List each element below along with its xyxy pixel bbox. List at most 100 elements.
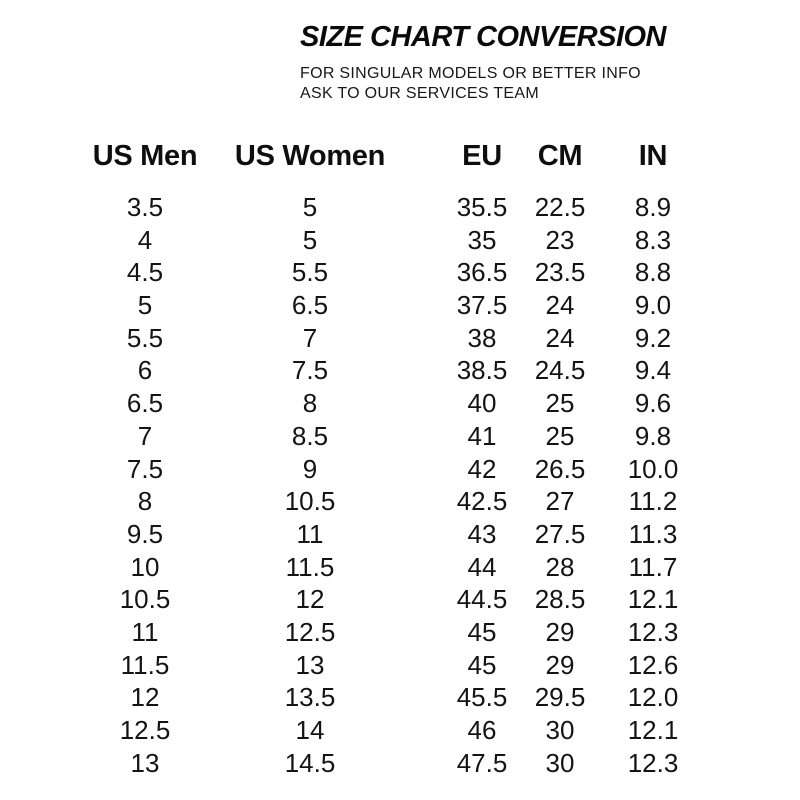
table-cell: 12.3 <box>627 616 679 647</box>
table-cell: 3.5 <box>126 192 164 222</box>
table-cell: 42.5 <box>456 486 508 517</box>
table-cell: 23 <box>545 224 575 255</box>
table-cell: 37.5 <box>456 290 508 321</box>
table-cell: 9.6 <box>634 388 672 419</box>
table-cell: 9.8 <box>634 420 672 451</box>
table-cell: 35.5 <box>456 192 508 222</box>
subtitle-line-1: FOR SINGULAR MODELS OR BETTER INFO <box>300 65 641 82</box>
table-row: 5.5 7 38 24 9.2 <box>60 322 800 355</box>
table-cell: 4.5 <box>126 257 164 288</box>
table-cell: 35 <box>467 224 497 255</box>
table-cell: 10 <box>130 551 160 582</box>
table-cell: 29.5 <box>534 682 586 713</box>
table-cell: 9.4 <box>634 355 672 386</box>
size-conversion-table: US Men US Women EU CM IN 3.5 5 35.5 22.5 8.9 4 5 35… <box>0 141 800 779</box>
table-cell: 5 <box>302 192 318 222</box>
subtitle-line-2: ASK TO OUR SERVICES TEAM <box>300 85 539 102</box>
table-cell: 12.0 <box>627 682 679 713</box>
table-cell: 9 <box>302 453 318 484</box>
table-row: 13 14.5 47.5 30 12.3 <box>60 747 800 780</box>
table-cell: 14 <box>295 715 325 745</box>
title-block: SIZE CHART CONVERSION FOR SINGULAR MODEL… <box>0 0 800 104</box>
table-cell: 9.0 <box>634 290 672 321</box>
table-cell: 29 <box>545 616 575 647</box>
table-cell: 28 <box>545 551 575 582</box>
table-cell: 8 <box>302 388 318 419</box>
table-cell: 13.5 <box>284 682 336 713</box>
table-cell: 11.5 <box>285 551 335 582</box>
table-row: 4 5 35 23 8.3 <box>60 224 800 257</box>
table-cell: 45 <box>467 649 497 680</box>
table-cell: 29 <box>545 649 575 680</box>
table-row: 4.5 5.5 36.5 23.5 8.8 <box>60 256 800 289</box>
table-row: 9.5 11 43 27.5 11.3 <box>60 518 800 551</box>
table-row: 8 10.5 42.5 27 11.2 <box>60 485 800 518</box>
table-cell: 8.3 <box>634 224 672 255</box>
table-header-row: US Men US Women EU CM IN <box>60 141 800 172</box>
table-cell: 41 <box>467 420 497 451</box>
table-cell: 12.1 <box>627 715 679 745</box>
table-cell: 45 <box>467 616 497 647</box>
table-cell: 47.5 <box>456 747 508 778</box>
table-cell: 44.5 <box>456 584 508 615</box>
table-cell: 13 <box>295 649 325 680</box>
table-row: 12.5 14 46 30 12.1 <box>60 714 800 747</box>
table-cell: 8.5 <box>291 420 329 451</box>
table-cell: 7.5 <box>291 355 329 386</box>
table-cell: 7 <box>137 420 153 451</box>
table-cell: 7.5 <box>126 453 164 484</box>
table-cell: 13 <box>130 747 160 778</box>
table-cell: 10.5 <box>284 486 336 517</box>
table-row: 11.5 13 45 29 12.6 <box>60 649 800 682</box>
table-cell: 42 <box>467 453 497 484</box>
table-row: 10 11.5 44 28 11.7 <box>60 551 800 584</box>
table-cell: 46 <box>467 715 497 745</box>
table-cell: 45.5 <box>456 682 508 713</box>
size-chart-page: SIZE CHART CONVERSION FOR SINGULAR MODEL… <box>0 0 800 779</box>
table-cell: 14.5 <box>284 747 336 778</box>
column-header-eu: EU <box>462 140 502 172</box>
table-cell: 38.5 <box>456 355 508 386</box>
table-cell: 11.5 <box>120 649 170 680</box>
table-cell: 40 <box>467 388 497 419</box>
table-cell: 6 <box>137 355 153 386</box>
table-row: 7.5 9 42 26.5 10.0 <box>60 453 800 486</box>
table-cell: 24 <box>545 290 575 321</box>
table-body: 3.5 5 35.5 22.5 8.9 4 5 35 23 8.3 4.5 5.5 36.5 23.5 8.… <box>0 191 800 779</box>
table-cell: 12.3 <box>627 747 679 778</box>
table-cell: 24 <box>545 322 575 353</box>
table-cell: 7 <box>302 322 318 353</box>
table-cell: 25 <box>545 388 575 419</box>
table-cell: 11 <box>296 518 324 549</box>
table-cell: 25 <box>545 420 575 451</box>
table-cell: 10.5 <box>119 584 171 615</box>
table-row: 3.5 5 35.5 22.5 8.9 <box>60 191 800 224</box>
table-cell: 8.8 <box>634 257 672 288</box>
column-header-us-women: US Women <box>234 140 386 172</box>
table-cell: 6.5 <box>126 388 164 419</box>
table-cell: 22.5 <box>534 192 586 222</box>
table-cell: 28.5 <box>534 584 586 615</box>
table-cell: 38 <box>467 322 497 353</box>
table-row: 11 12.5 45 29 12.3 <box>60 616 800 649</box>
table-cell: 30 <box>545 715 575 745</box>
column-header-us-men: US Men <box>92 140 198 172</box>
table-cell: 9.2 <box>634 322 672 353</box>
table-cell: 11.2 <box>628 486 678 517</box>
table-cell: 9.5 <box>126 518 164 549</box>
table-row: 12 13.5 45.5 29.5 12.0 <box>60 681 800 714</box>
table-cell: 12 <box>295 584 325 615</box>
table-cell: 23.5 <box>534 257 586 288</box>
table-cell: 4 <box>137 224 153 255</box>
table-cell: 12.5 <box>119 715 171 745</box>
column-header-in: IN <box>638 140 668 172</box>
column-header-cm: CM <box>537 140 583 172</box>
table-cell: 26.5 <box>534 453 586 484</box>
table-cell: 24.5 <box>534 355 586 386</box>
table-cell: 12.5 <box>284 616 336 647</box>
table-row: 6 7.5 38.5 24.5 9.4 <box>60 354 800 387</box>
table-cell: 30 <box>545 747 575 778</box>
table-cell: 27 <box>545 486 575 517</box>
table-cell: 11.3 <box>628 518 678 549</box>
table-cell: 8.9 <box>634 192 672 222</box>
